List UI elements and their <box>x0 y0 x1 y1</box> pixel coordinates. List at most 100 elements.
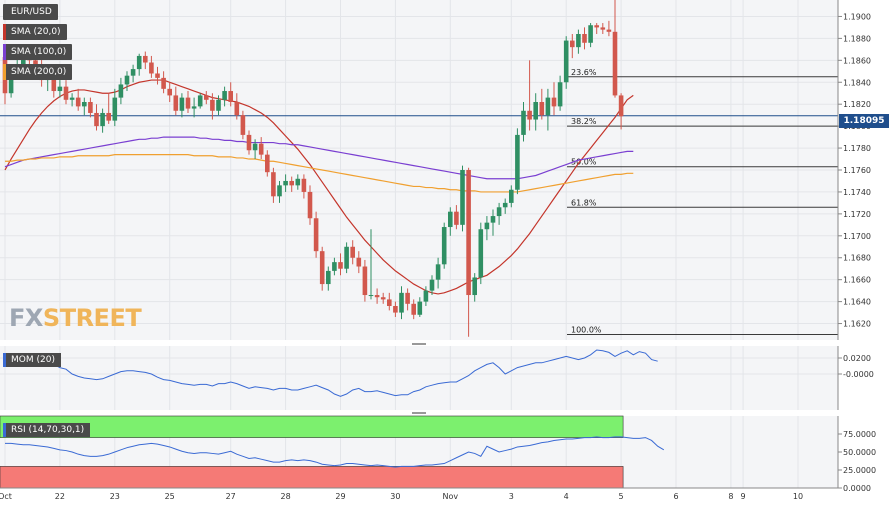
candle-up <box>179 97 185 111</box>
candle-down <box>271 172 276 197</box>
sma100-swatch <box>3 44 6 60</box>
candle-down <box>167 88 172 96</box>
fib-level-label: 38.2% <box>571 117 597 126</box>
candle-down <box>606 29 612 32</box>
mom-swatch <box>3 353 6 367</box>
legend-mom-label: MOM (20) <box>11 355 55 365</box>
legend-sma20[interactable]: SMA (20,0) <box>3 24 67 40</box>
candle-down <box>338 262 343 269</box>
candle-down <box>374 295 380 298</box>
x-tick-label: Nov <box>442 492 458 501</box>
x-tick-label: 3 <box>509 492 514 501</box>
sma200-line <box>5 154 634 193</box>
mom-y-tick-label: -0.0000 <box>843 370 874 379</box>
y-tick-label: 1.1720 <box>843 210 871 219</box>
candle-down <box>185 97 191 109</box>
candle-up <box>130 69 136 76</box>
candle-up <box>441 227 447 265</box>
candle-down <box>612 31 618 96</box>
fib-level-label: 50.0% <box>571 158 597 167</box>
axes: Oct 22 23 25 27 28 29 30 Nov 3 4 5 6 8 9 10 1.1900 1.1880… <box>0 0 876 501</box>
candle-up <box>326 270 331 285</box>
y-tick-label: 1.1620 <box>843 320 871 329</box>
pane-splitter-handle[interactable] <box>412 412 426 414</box>
candle-down <box>88 102 93 113</box>
candle-up <box>502 202 508 208</box>
candle-up <box>216 99 221 111</box>
x-tick-label: Oct <box>0 492 12 501</box>
fib-level-label: 61.8% <box>571 198 597 207</box>
candle-down <box>380 297 386 300</box>
candle-up <box>332 262 337 271</box>
y-tick-label: 1.1840 <box>843 78 871 87</box>
candle-down <box>570 40 575 48</box>
fxstreet-logo: FXSTREET <box>9 304 142 332</box>
candle-up <box>82 102 87 107</box>
candle-up <box>576 34 581 48</box>
candle-up <box>496 207 502 217</box>
candle-down <box>63 86 69 100</box>
legend-sma200[interactable]: SMA (200,0) <box>3 64 73 80</box>
current-price-tag: 1.18095 <box>839 114 889 128</box>
legend-rsi[interactable]: RSI (14,70,30,1) <box>3 423 91 437</box>
candle-down <box>210 99 215 111</box>
candle-down <box>173 95 179 111</box>
candle-down <box>51 71 57 92</box>
legend-sma100[interactable]: SMA (100,0) <box>3 44 73 60</box>
candle-down <box>405 292 410 304</box>
candle-up <box>283 180 288 186</box>
legend-symbol[interactable]: EUR/USD <box>3 4 58 20</box>
x-tick-label: 30 <box>390 492 400 501</box>
candle-down <box>240 115 246 135</box>
indicator-lines <box>4 349 665 468</box>
rsi-line <box>5 436 665 468</box>
candle-down <box>258 143 264 155</box>
legend-symbol-label: EUR/USD <box>11 7 52 17</box>
x-tick-label: 4 <box>564 492 569 501</box>
rsi-oversold-zone <box>0 466 624 489</box>
candle-up <box>557 82 563 107</box>
mom-y-tick-label: 0.0200 <box>843 354 871 363</box>
candle-down <box>143 55 148 63</box>
y-tick-label: 1.1880 <box>843 34 871 43</box>
x-tick-label: 29 <box>335 492 345 501</box>
rsi-y-tick-label: 50.0000 <box>843 448 876 457</box>
candle-up <box>100 112 105 127</box>
legend-sma20-label: SMA (20,0) <box>11 27 61 37</box>
legend-mom[interactable]: MOM (20) <box>3 353 61 367</box>
candle-down <box>466 170 471 296</box>
candle-up <box>57 86 63 92</box>
candles <box>2 0 624 337</box>
candle-up <box>423 290 429 302</box>
candle-down <box>228 91 233 102</box>
y-tick-label: 1.1900 <box>843 12 871 21</box>
fib-level-label: 23.6% <box>571 68 597 77</box>
candle-up <box>69 97 75 100</box>
sma100-line <box>4 136 634 180</box>
candle-up <box>277 185 282 197</box>
candle-up <box>112 97 118 121</box>
sma20-line <box>4 79 634 295</box>
fib-level-label: 100.0% <box>571 326 602 335</box>
candle-up <box>521 110 526 135</box>
x-tick-label: 22 <box>55 492 65 501</box>
candle-up <box>460 170 465 225</box>
candle-down <box>161 77 166 89</box>
candle-up <box>448 211 453 228</box>
y-tick-label: 1.1700 <box>843 232 871 241</box>
y-tick-label: 1.1760 <box>843 166 871 175</box>
candle-up <box>509 189 514 203</box>
candle-up <box>417 301 423 315</box>
candle-down <box>246 134 252 151</box>
candle-up <box>368 295 374 297</box>
candle-down <box>600 27 606 30</box>
candle-down <box>356 257 362 267</box>
candle-up <box>472 277 477 296</box>
pane-splitter-handle[interactable] <box>412 343 426 345</box>
candle-up <box>252 143 258 151</box>
sma20-swatch <box>3 24 6 40</box>
x-tick-label: 28 <box>281 492 291 501</box>
candle-down <box>527 110 532 120</box>
candle-down <box>301 178 307 192</box>
